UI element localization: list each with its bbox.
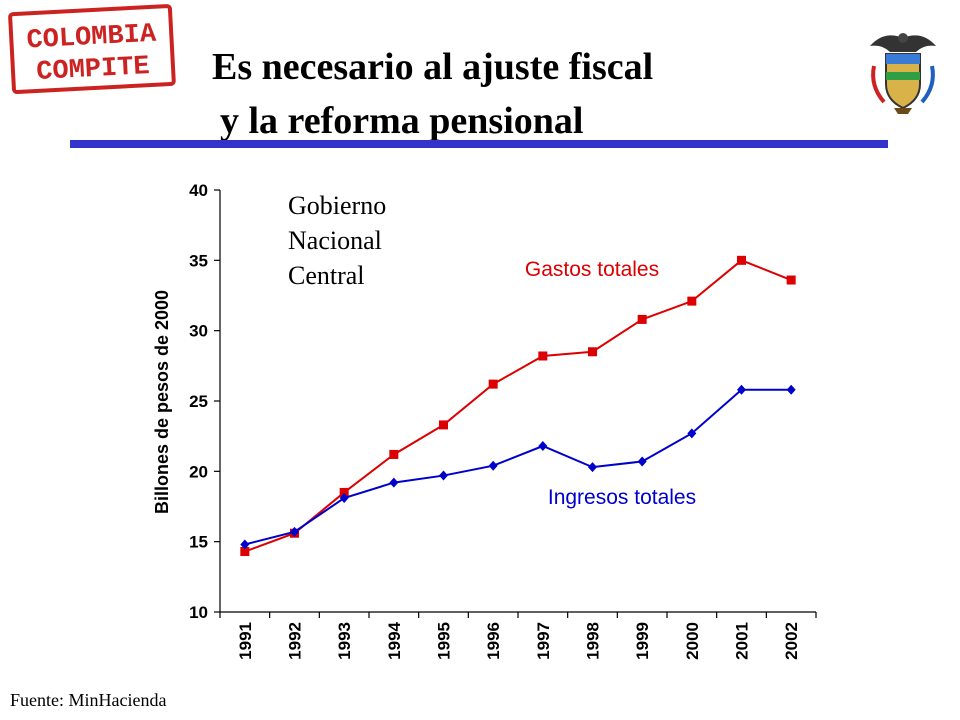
series-line <box>244 388 792 546</box>
data-point-marker <box>240 539 250 550</box>
data-point-marker <box>737 384 746 395</box>
x-tick-label: 1998 <box>584 622 603 660</box>
x-tick-label: 2002 <box>782 622 801 660</box>
colombia-compite-logo: COLOMBIA COMPITE <box>8 4 176 95</box>
logo-text-line1: COLOMBIA <box>26 20 158 57</box>
data-point-marker <box>737 255 746 265</box>
logo-text-line2: COMPITE <box>36 52 151 88</box>
title-line-1: Es necesario al ajuste fiscal <box>212 46 654 88</box>
data-point-marker <box>786 275 796 285</box>
y-tick-label: 40 <box>189 181 208 200</box>
series-line <box>244 259 792 553</box>
data-point-marker <box>290 526 299 537</box>
data-point-marker <box>588 462 597 473</box>
y-tick-label: 30 <box>189 322 208 341</box>
x-tick-label: 1991 <box>236 622 255 660</box>
series-label: Gastos totales <box>525 258 659 281</box>
data-point-marker <box>687 428 697 439</box>
y-tick-label: 10 <box>189 603 208 622</box>
annotation-line-3: Central <box>288 261 365 290</box>
x-tick-label: 1995 <box>435 622 454 660</box>
data-point-marker <box>488 379 498 389</box>
colombia-coat-of-arms-icon <box>870 33 936 114</box>
x-tick-label: 1999 <box>633 622 652 660</box>
data-point-marker <box>637 314 647 324</box>
chart-annotation: Gobierno Nacional Central <box>288 188 386 293</box>
x-tick-label: 1992 <box>286 622 305 660</box>
title-underline-rule <box>70 140 888 148</box>
source-note: Fuente: MinHacienda <box>10 690 167 710</box>
data-point-marker <box>439 420 448 430</box>
data-point-marker <box>538 351 548 361</box>
data-point-marker <box>339 493 349 504</box>
x-tick-label: 1994 <box>385 621 404 659</box>
data-point-marker <box>389 477 399 488</box>
x-tick-label: 2000 <box>683 622 702 660</box>
x-tick-label: 2001 <box>733 622 752 660</box>
data-point-marker <box>439 470 448 481</box>
title-line-2: y la reforma pensional <box>220 100 584 142</box>
y-axis-label: Billones de pesos de 2000 <box>152 290 172 514</box>
data-point-marker <box>240 547 250 557</box>
series-label: Ingresos totales <box>548 486 696 509</box>
data-point-marker <box>488 460 498 471</box>
y-tick-label: 20 <box>189 462 208 481</box>
annotation-line-2: Nacional <box>288 226 382 255</box>
annotation-line-1: Gobierno <box>288 191 387 220</box>
x-tick-label: 1997 <box>534 622 553 660</box>
data-point-marker <box>538 441 548 452</box>
y-tick-label: 15 <box>189 533 208 552</box>
y-tick-label: 35 <box>189 251 208 270</box>
data-point-marker <box>687 296 697 306</box>
y-tick-label: 25 <box>189 392 208 411</box>
data-point-marker <box>588 347 597 357</box>
x-tick-label: 1996 <box>484 622 503 660</box>
data-point-marker <box>389 449 399 459</box>
data-point-marker <box>637 456 647 467</box>
x-tick-label: 1993 <box>335 622 354 660</box>
data-point-marker <box>786 384 796 395</box>
data-point-marker <box>339 487 349 497</box>
